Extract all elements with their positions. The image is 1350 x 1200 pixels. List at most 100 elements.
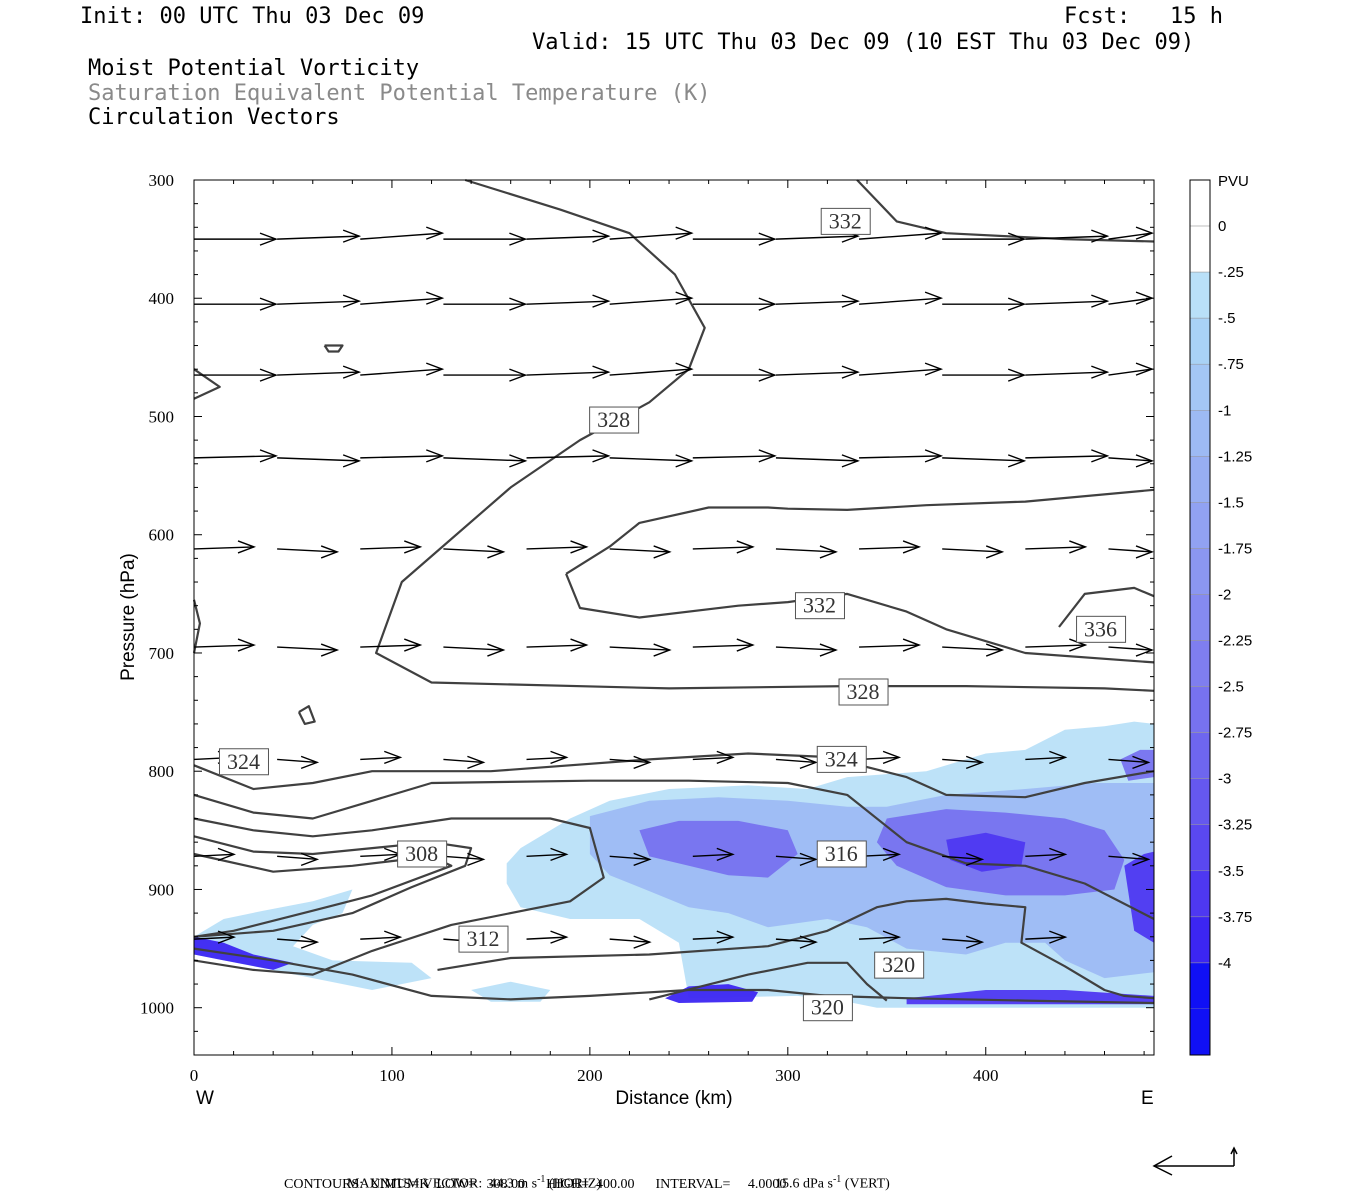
circulation-vector bbox=[692, 297, 777, 311]
vector-head bbox=[426, 362, 445, 376]
theta-es-contour bbox=[649, 961, 888, 1002]
vector-shaft bbox=[277, 548, 338, 553]
circulation-vector bbox=[526, 365, 611, 379]
vector-shaft bbox=[360, 297, 443, 305]
circulation-vector bbox=[942, 545, 1005, 559]
theta-es-contour bbox=[193, 852, 453, 938]
vector-head bbox=[841, 454, 860, 468]
vector-shaft bbox=[775, 646, 836, 651]
contour-label-text: 320 bbox=[882, 952, 915, 977]
vector-head bbox=[426, 449, 445, 463]
circulation-vector bbox=[360, 638, 423, 652]
vector-shaft bbox=[692, 853, 733, 858]
vector-head bbox=[1007, 454, 1027, 468]
footer-vert-vector: 15.6 dPa s-1 (VERT) bbox=[768, 1158, 890, 1193]
vector-shaft bbox=[526, 371, 609, 376]
contour-label-text: 320 bbox=[811, 995, 844, 1020]
vector-shaft bbox=[692, 546, 753, 550]
vector-head bbox=[799, 935, 818, 949]
theta-es-contour bbox=[192, 599, 201, 654]
vector-shaft bbox=[609, 457, 692, 462]
circulation-vector bbox=[277, 755, 320, 770]
vector-shaft bbox=[609, 297, 692, 305]
pv-shade-region bbox=[471, 981, 551, 1002]
vert-label: (VERT) bbox=[841, 1176, 890, 1192]
contour-label-box bbox=[397, 840, 448, 868]
vector-shaft bbox=[1108, 457, 1153, 462]
theta-es-contour bbox=[193, 947, 1155, 1005]
vector-shaft bbox=[193, 853, 235, 858]
axis-ticks: 0 100 200 300 400 300 400 500 600 700 800 900 1000 bbox=[140, 171, 1154, 1085]
field-title-theta-es: Saturation Equivalent Potential Temperat… bbox=[88, 81, 711, 106]
circulation-vector bbox=[277, 545, 340, 559]
vector-shaft bbox=[775, 371, 858, 376]
circulation-vector bbox=[609, 291, 694, 305]
vector-head bbox=[592, 449, 611, 463]
contour-label: 320 bbox=[802, 994, 853, 1022]
vector-head bbox=[259, 368, 278, 382]
vector-head bbox=[384, 750, 403, 765]
circulation-vector bbox=[942, 755, 985, 770]
vector-shaft bbox=[277, 758, 318, 764]
contour-label-text: 308 bbox=[405, 841, 438, 866]
circulation-vector bbox=[609, 755, 652, 770]
vector-shaft bbox=[526, 235, 609, 240]
contour-label: 320 bbox=[874, 951, 925, 979]
vector-shaft bbox=[1025, 455, 1108, 459]
vector-shaft bbox=[609, 548, 670, 553]
vector-shaft bbox=[609, 368, 692, 376]
vector-head bbox=[592, 294, 611, 308]
vector-shaft bbox=[526, 546, 587, 550]
x-axis-west-label: W bbox=[196, 1088, 214, 1109]
contour-label-text: 324 bbox=[825, 746, 858, 771]
circulation-vector bbox=[859, 930, 902, 944]
vector-shaft bbox=[277, 855, 318, 861]
contour-label-box bbox=[802, 994, 853, 1022]
vector-shaft bbox=[1025, 546, 1086, 550]
vector-head bbox=[300, 755, 320, 770]
colorbar-tick-label: -3.25 bbox=[1218, 817, 1252, 834]
valid-time: Valid: 15 UTC Thu 03 Dec 09 (10 EST Thu … bbox=[532, 30, 1195, 55]
vector-head bbox=[509, 368, 528, 382]
vector-head bbox=[716, 847, 735, 862]
vector-head bbox=[736, 540, 755, 554]
contour-label: 308 bbox=[397, 840, 448, 868]
theta-es-contour bbox=[193, 779, 1155, 920]
circulation-vector bbox=[360, 449, 445, 463]
footer-contours: CONTOURS: UNITS=K LOW= 308.00 HIGH= 400.… bbox=[284, 1177, 787, 1192]
vector-shaft bbox=[360, 936, 401, 940]
vector-head bbox=[342, 365, 362, 379]
vector-head bbox=[217, 847, 236, 862]
vector-head bbox=[758, 368, 777, 382]
contour-label-box bbox=[1076, 615, 1127, 643]
contour-label: 332 bbox=[794, 592, 845, 620]
vector-shaft bbox=[443, 758, 484, 764]
contour-label-box bbox=[816, 840, 867, 868]
circulation-vector bbox=[1025, 638, 1088, 652]
vector-head bbox=[819, 545, 838, 559]
circulation-vector bbox=[609, 454, 694, 468]
vector-head bbox=[924, 449, 944, 463]
circulation-vector bbox=[609, 852, 652, 867]
colorbar-frame bbox=[1189, 179, 1211, 1056]
vector-shaft bbox=[277, 300, 360, 305]
vector-head bbox=[404, 638, 423, 652]
vector-shaft bbox=[193, 936, 235, 940]
y-tick-label: 600 bbox=[149, 526, 175, 545]
vector-shaft bbox=[1025, 853, 1066, 858]
circulation-vector bbox=[942, 232, 1027, 246]
theta-es-contour bbox=[375, 178, 1155, 692]
vector-shaft bbox=[360, 455, 443, 459]
circulation-vector bbox=[526, 930, 569, 944]
colorbar-swatch bbox=[1189, 778, 1211, 825]
vector-head bbox=[404, 540, 423, 554]
circulation-vector bbox=[859, 362, 944, 376]
vector-head bbox=[924, 291, 944, 305]
vector-shaft bbox=[277, 457, 360, 462]
circulation-vector bbox=[526, 294, 611, 308]
vector-shaft bbox=[609, 232, 692, 240]
colorbar-swatch bbox=[1189, 271, 1211, 319]
circulation-vector bbox=[775, 365, 860, 379]
circulation-vector bbox=[692, 638, 755, 652]
vector-head bbox=[300, 852, 320, 867]
